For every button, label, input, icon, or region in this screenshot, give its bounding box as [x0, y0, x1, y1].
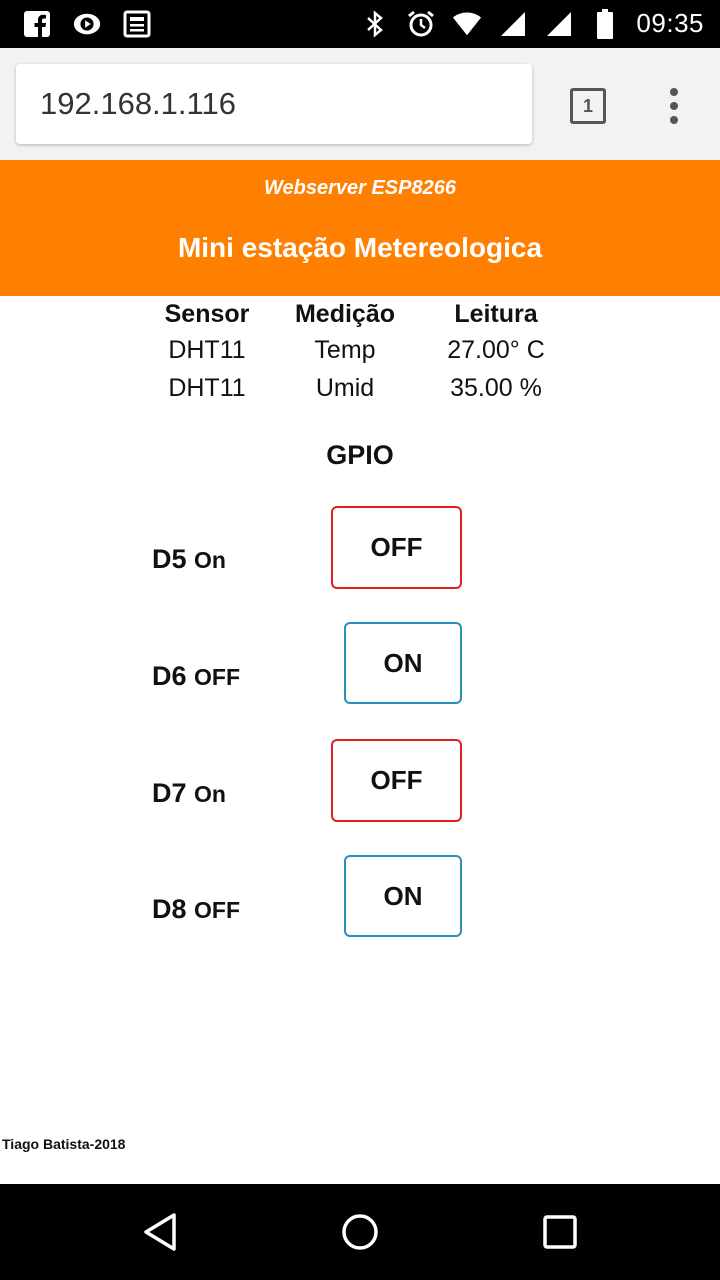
alarm-icon	[406, 9, 436, 39]
table-cell: DHT11	[168, 374, 246, 402]
table-cell: Temp	[314, 336, 376, 364]
table-cell: 27.00° C	[447, 336, 545, 364]
back-icon[interactable]	[140, 1212, 180, 1252]
table-header-sensor: Sensor	[164, 300, 250, 328]
pin-name: D5	[152, 544, 187, 574]
signal-icon	[498, 9, 528, 39]
media-icon	[72, 9, 102, 39]
d7-off-button[interactable]: OFF	[331, 739, 462, 822]
gpio-title: GPIO	[326, 440, 394, 470]
pin-state: OFF	[194, 664, 241, 690]
d8-on-button[interactable]: ON	[344, 855, 462, 937]
signal-icon	[544, 9, 574, 39]
news-icon	[122, 9, 152, 39]
recents-icon[interactable]	[540, 1212, 580, 1252]
wifi-icon	[452, 9, 482, 39]
url-text: 192.168.1.116	[40, 86, 236, 121]
pin-state: OFF	[194, 897, 241, 923]
page-title: Mini estação Metereologica	[177, 232, 543, 263]
tab-switcher-button[interactable]: 1	[570, 88, 606, 124]
pin-state: On	[194, 547, 226, 573]
pin-label-d6: D6 OFF	[152, 661, 240, 692]
table-header-medicao: Medição	[294, 300, 396, 328]
facebook-icon	[22, 9, 52, 39]
browser-menu-button[interactable]	[662, 88, 686, 124]
navigation-bar	[0, 1184, 720, 1280]
browser-toolbar: 192.168.1.116 1	[0, 48, 720, 160]
d5-off-button[interactable]: OFF	[331, 506, 462, 589]
pin-state: On	[194, 781, 226, 807]
d6-on-button[interactable]: ON	[344, 622, 462, 704]
pin-name: D7	[152, 778, 187, 808]
page-header: Webserver ESP8266 Mini estação Metereolo…	[0, 160, 720, 296]
footer-credit: Tiago Batista-2018	[2, 1136, 126, 1152]
table-header-leitura: Leitura	[454, 300, 538, 328]
home-icon[interactable]	[340, 1212, 380, 1252]
table-cell: DHT11	[168, 336, 246, 364]
pin-label-d5: D5 On	[152, 544, 226, 575]
address-bar[interactable]: 192.168.1.116	[16, 64, 532, 144]
page-subtitle: Webserver ESP8266	[264, 177, 456, 199]
bluetooth-icon	[360, 9, 390, 39]
pin-label-d8: D8 OFF	[152, 894, 240, 925]
clock: 09:35	[636, 8, 704, 38]
pin-name: D8	[152, 894, 187, 924]
table-cell: 35.00 %	[450, 374, 542, 402]
battery-icon	[590, 8, 620, 39]
pin-name: D6	[152, 661, 187, 691]
status-bar: 09:35	[0, 0, 720, 48]
table-cell: Umid	[315, 374, 375, 402]
pin-label-d7: D7 On	[152, 778, 226, 809]
